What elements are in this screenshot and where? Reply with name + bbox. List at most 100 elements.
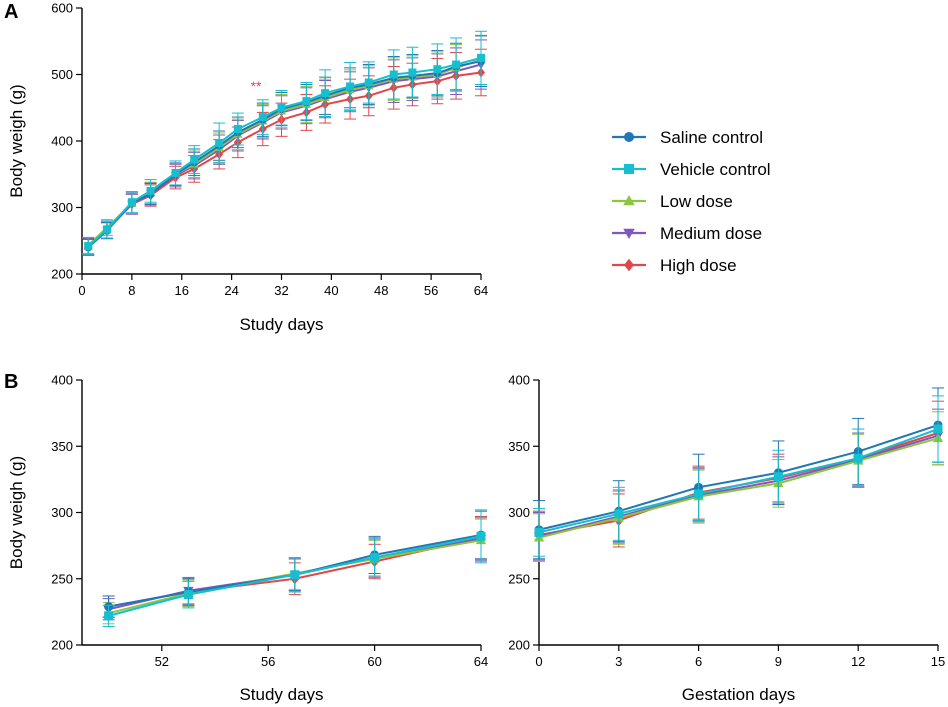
series-line xyxy=(87,60,482,249)
y-tick-label: 500 xyxy=(51,67,73,82)
y-tick-label: 200 xyxy=(51,267,73,282)
data-point xyxy=(277,103,286,112)
data-point xyxy=(853,453,863,463)
data-point xyxy=(146,186,155,195)
legend-item-saline-control: Saline control xyxy=(612,128,763,147)
data-point xyxy=(364,78,373,87)
y-tick-label: 200 xyxy=(508,638,530,653)
x-tick-label: 32 xyxy=(274,283,288,298)
legend-label: Saline control xyxy=(660,128,763,147)
x-tick-label: 6 xyxy=(695,654,702,669)
x-tick-label: 15 xyxy=(931,654,945,669)
data-point xyxy=(476,531,486,541)
data-point xyxy=(614,509,624,519)
y-tick-label: 400 xyxy=(51,134,73,149)
data-point xyxy=(233,125,242,134)
legend-label: Low dose xyxy=(660,192,733,211)
x-tick-label: 56 xyxy=(424,283,438,298)
y-tick-label: 300 xyxy=(508,505,530,520)
legend-marker xyxy=(624,258,634,272)
panel-label-b: B xyxy=(4,371,18,393)
significance-annotation: ** xyxy=(251,78,262,94)
x-tick-label: 52 xyxy=(155,654,169,669)
x-tick-label: 64 xyxy=(474,283,488,298)
data-point xyxy=(321,89,330,98)
series-line xyxy=(538,428,939,534)
legend-item-vehicle-control: Vehicle control xyxy=(612,160,771,179)
x-tick-label: 24 xyxy=(224,283,238,298)
data-point xyxy=(389,70,398,79)
y-tick-label: 350 xyxy=(51,439,73,454)
data-point xyxy=(258,113,267,122)
series-line xyxy=(87,71,482,247)
series-vehicle-control xyxy=(82,30,487,256)
chart-a: 200 300 400 500 600 0 8 16 24 32 40 48 56 64 Study day… xyxy=(7,1,488,335)
x-tick-label: 9 xyxy=(775,654,782,669)
data-point xyxy=(370,553,380,563)
series-low-dose xyxy=(533,411,944,563)
series-line xyxy=(538,424,939,531)
data-point xyxy=(534,527,544,537)
series-vehicle-control xyxy=(102,509,487,627)
data-point xyxy=(84,242,93,251)
data-point xyxy=(183,590,193,600)
y-tick-label: 250 xyxy=(508,571,530,586)
x-axis-title: Gestation days xyxy=(682,685,795,704)
legend-label: High dose xyxy=(660,256,737,275)
x-axis-title: Study days xyxy=(239,315,323,334)
chart-b-left: 200 250 300 350 400 52 56 60 64 Study days Body we… xyxy=(7,373,488,705)
data-point xyxy=(171,168,180,177)
data-point xyxy=(452,60,461,69)
legend-marker xyxy=(623,195,635,206)
data-point xyxy=(302,97,311,106)
series-saline-control xyxy=(82,35,487,256)
series-line xyxy=(87,63,482,248)
series-line xyxy=(538,432,939,537)
data-point xyxy=(102,225,111,234)
y-tick-label: 300 xyxy=(51,200,73,215)
data-point xyxy=(346,82,355,91)
legend: Saline control Vehicle control Low dose Med… xyxy=(612,128,771,275)
data-point xyxy=(433,65,442,74)
data-point xyxy=(290,570,300,580)
data-point xyxy=(104,611,114,621)
panel-label-a: A xyxy=(4,1,18,23)
x-tick-label: 0 xyxy=(78,283,85,298)
data-point xyxy=(215,138,224,147)
x-tick-label: 16 xyxy=(175,283,189,298)
series-line xyxy=(538,437,939,539)
x-tick-label: 12 xyxy=(851,654,865,669)
series-high-dose xyxy=(82,48,487,255)
x-tick-label: 0 xyxy=(535,654,542,669)
x-tick-label: 64 xyxy=(474,654,488,669)
y-axis-title: Body weigh (g) xyxy=(7,84,26,197)
x-tick-label: 3 xyxy=(615,654,622,669)
x-tick-label: 56 xyxy=(261,654,275,669)
chart-b-right: 200 250 300 350 400 0 3 6 9 12 15 Gestation days xyxy=(508,373,945,705)
series-medium-dose xyxy=(82,39,487,256)
series-line xyxy=(538,434,939,538)
x-tick-label: 48 xyxy=(374,283,388,298)
y-tick-label: 400 xyxy=(508,373,530,388)
x-tick-label: 60 xyxy=(367,654,381,669)
x-tick-label: 40 xyxy=(324,283,338,298)
legend-item-low-dose: Low dose xyxy=(612,192,733,211)
x-tick-label: 8 xyxy=(128,283,135,298)
legend-item-medium-dose: Medium dose xyxy=(612,224,762,243)
y-tick-label: 350 xyxy=(508,439,530,454)
series-line xyxy=(87,56,482,247)
legend-marker xyxy=(624,164,634,174)
data-point xyxy=(933,424,943,434)
y-axis-title: Body weigh (g) xyxy=(7,456,26,569)
y-tick-label: 200 xyxy=(51,638,73,653)
legend-label: Vehicle control xyxy=(660,160,771,179)
series-line xyxy=(87,58,482,247)
y-tick-label: 600 xyxy=(51,1,73,16)
data-point xyxy=(477,53,485,62)
y-tick-label: 250 xyxy=(51,571,73,586)
y-tick-label: 300 xyxy=(51,505,73,520)
series-saline-control xyxy=(533,387,944,560)
data-point xyxy=(190,155,199,164)
series-low-dose xyxy=(82,34,487,254)
